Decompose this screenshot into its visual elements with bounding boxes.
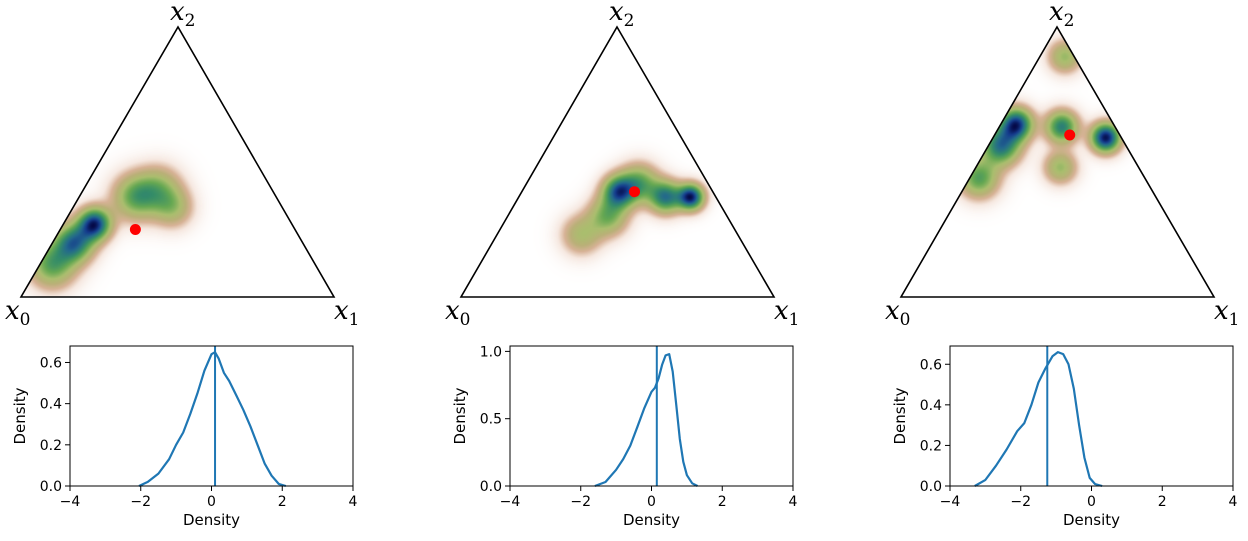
x-axis-label: Density [623,511,680,529]
vertex-label-subscript: 1 [1229,310,1240,330]
vertex-label-subscript: 2 [1064,11,1075,31]
vertex-label-x2: x2 [1049,0,1075,31]
vertex-label-x2: x2 [170,0,196,31]
vertex-label-base: x [5,296,20,326]
y-tick-label: 0.4 [920,398,942,414]
density-curve [974,351,1103,488]
axes-frame [949,345,1234,487]
simplex-outline [19,25,336,298]
vertex-label-base: x [334,296,349,326]
vertex-label-x1: x1 [774,296,800,330]
vertex-label-subscript: 0 [900,310,911,330]
vertex-label-x0: x0 [445,296,471,330]
x-tick-label: −4 [940,494,961,510]
x-tick-label: 4 [349,494,358,510]
y-tick-label: 1.0 [480,344,502,360]
vertex-label-subscript: 2 [624,11,635,31]
vertex-label-base: x [1049,0,1064,27]
y-tick-label: 0.0 [480,479,502,495]
x-axis-label: Density [183,511,240,529]
vertex-label-base: x [445,296,460,326]
x-tick-label: 0 [207,494,216,510]
x-tick-label: 2 [718,494,727,510]
vertex-label-x0: x0 [885,296,911,330]
x-tick-label: 2 [1158,494,1167,510]
x-tick-label: 2 [278,494,287,510]
density-panel-2: −4 −2 0 2 4 0.0 0.5 1.0 Density Density [451,344,798,529]
density-curve [594,353,698,488]
density-heatmap [461,27,774,297]
reference-point [629,186,641,198]
reference-point [1064,129,1076,141]
simplex-outline [459,25,776,298]
vertex-label-base: x [170,0,185,27]
vertex-label-subscript: 2 [185,11,196,31]
density-panel-3: −4 −2 0 2 4 0.0 0.2 0.4 0.6 Density Density [891,345,1238,529]
y-tick-label: 0.2 [920,438,942,454]
reference-point [129,224,141,235]
vertex-label-base: x [885,296,900,326]
x-tick-label: −2 [570,494,591,510]
y-tick-label: 0.5 [480,412,502,428]
density-heatmap [901,27,1214,297]
x-tick-label: 4 [1229,494,1238,510]
y-tick-label: 0.6 [40,355,62,371]
vertex-label-subscript: 1 [789,310,800,330]
y-axis-label: Density [11,387,29,444]
x-tick-label: −2 [130,494,151,510]
x-axis-label: Density [1063,511,1120,529]
x-tick-label: 0 [1087,494,1096,510]
density-heatmap [21,27,334,297]
axes-frame [69,345,354,487]
vertex-label-base: x [1214,296,1229,326]
vertex-label-subscript: 0 [20,310,31,330]
axes-frame [509,345,794,487]
vertex-label-x2: x2 [609,0,635,31]
y-axis-label: Density [891,387,909,444]
y-tick-label: 0.0 [920,479,942,495]
x-tick-label: 4 [789,494,798,510]
vertex-label-x1: x1 [1214,296,1240,330]
simplex-outline [899,25,1216,298]
y-tick-label: 0.6 [920,357,942,373]
x-tick-label: −2 [1010,494,1031,510]
x-tick-label: 0 [647,494,656,510]
x-tick-label: −4 [60,494,81,510]
density-panel-1: −4 −2 0 2 4 0.0 0.2 0.4 0.6 Density Density [11,345,358,529]
y-axis-label: Density [451,387,469,444]
y-tick-label: 0.2 [40,438,62,454]
y-tick-label: 0.0 [40,479,62,495]
vertex-label-base: x [774,296,789,326]
vertex-label-x0: x0 [5,296,31,330]
vertex-label-subscript: 0 [460,310,471,330]
density-curve [138,351,287,488]
vertex-label-subscript: 1 [349,310,360,330]
x-tick-label: −4 [500,494,521,510]
vertex-label-x1: x1 [334,296,360,330]
y-tick-label: 0.4 [40,397,62,413]
vertex-label-base: x [609,0,624,27]
